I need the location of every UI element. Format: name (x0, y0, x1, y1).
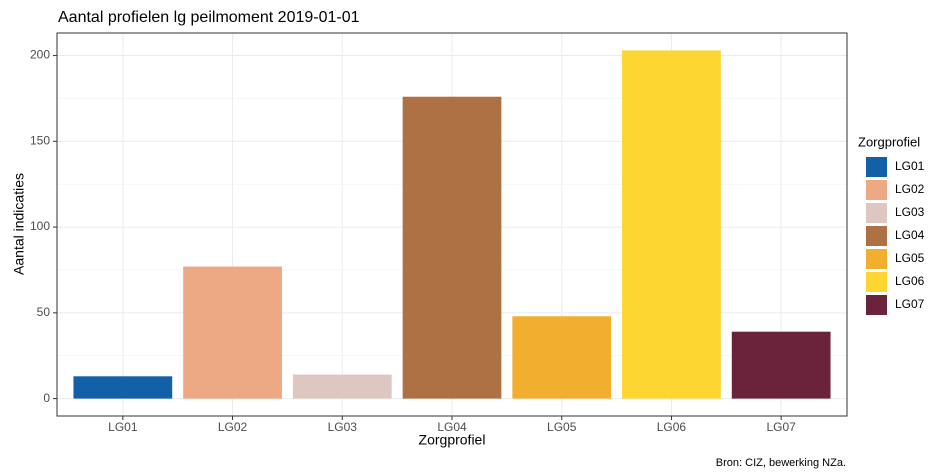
legend-key (866, 157, 887, 177)
bar (512, 316, 612, 399)
legend-key (866, 272, 887, 292)
y-tick-label: 50 (37, 305, 51, 319)
x-tick-label: LG03 (328, 420, 358, 434)
legend-label: LG05 (895, 251, 925, 265)
legend-label: LG01 (895, 159, 925, 173)
plot-border (56, 32, 848, 417)
legend-title: Zorgprofiel (858, 134, 920, 149)
y-axis-label: Aantal indicaties (11, 173, 27, 275)
x-tick-label: LG05 (547, 420, 577, 434)
legend-label: LG03 (895, 205, 925, 219)
legend-key (866, 180, 887, 200)
caption: Bron: CIZ, bewerking NZa. (716, 457, 846, 469)
bar (731, 331, 831, 399)
chart-title: Aantal profielen lg peilmoment 2019-01-0… (58, 9, 360, 26)
x-tick-label: LG06 (657, 420, 687, 434)
x-tick-label: LG04 (437, 420, 467, 434)
x-axis-label: Zorgprofiel (419, 432, 486, 448)
y-tick-label: 100 (30, 219, 50, 233)
bar (402, 96, 502, 399)
y-tick-label: 150 (30, 133, 50, 147)
legend-key (866, 295, 887, 315)
x-tick-label: LG02 (218, 420, 248, 434)
y-tick-label: 200 (30, 48, 50, 62)
legend-label: LG06 (895, 274, 925, 288)
legend-label: LG04 (895, 228, 925, 242)
bar (622, 50, 721, 399)
bar (292, 374, 392, 399)
legend-key (866, 249, 887, 269)
x-tick-label: LG07 (766, 420, 796, 434)
bar (73, 376, 173, 399)
x-tick-label: LG01 (108, 420, 138, 434)
y-tick-label: 0 (43, 391, 50, 405)
legend-label: LG02 (895, 182, 925, 196)
bar (183, 266, 282, 399)
legend-label: LG07 (895, 297, 925, 311)
legend-key (866, 203, 887, 223)
legend-key (866, 226, 887, 246)
